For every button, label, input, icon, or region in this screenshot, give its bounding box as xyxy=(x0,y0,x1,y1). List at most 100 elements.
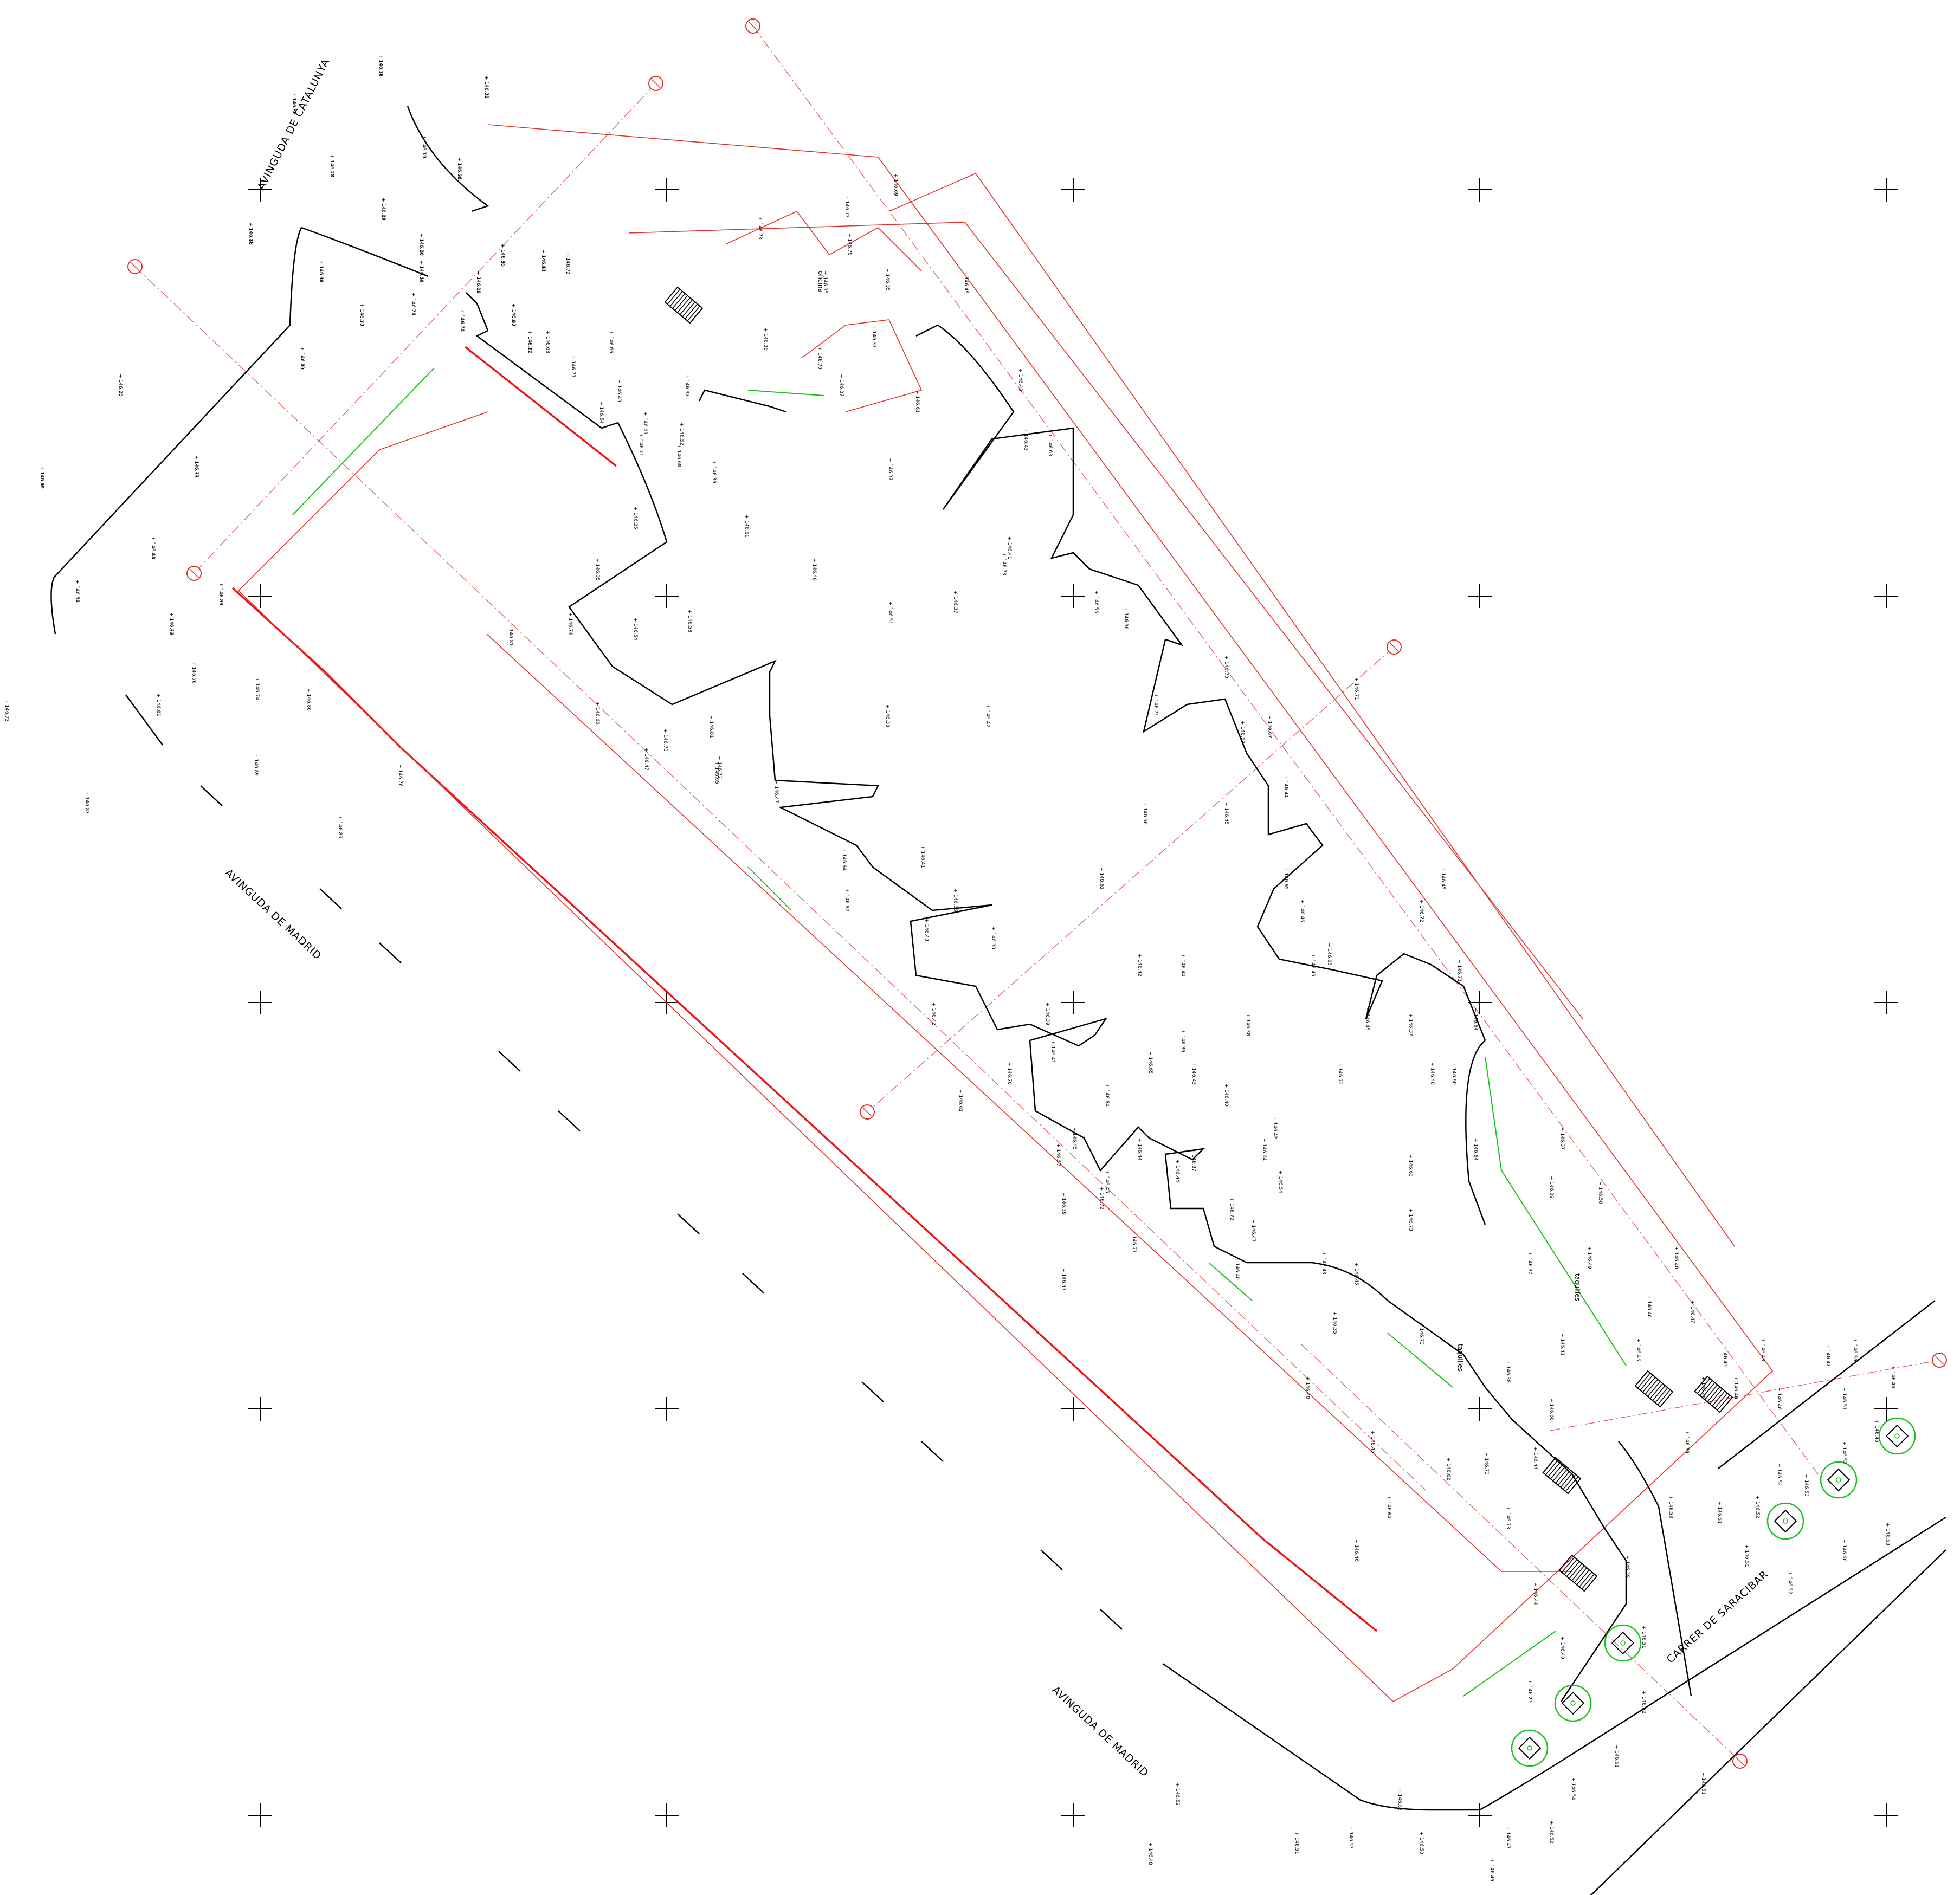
grid-cross-icon xyxy=(1061,1397,1085,1421)
spot-height-label: + 146.87 xyxy=(84,791,89,814)
spot-height-label: + 146.80 xyxy=(500,244,505,267)
spot-height-label: + 146.16 xyxy=(318,260,324,283)
spot-height-label: + 146.45 xyxy=(963,271,969,294)
tree-icon xyxy=(1820,1461,1858,1499)
spot-height-label: + 146.43 xyxy=(1191,1062,1196,1085)
spot-height-label: + 146.54 xyxy=(1570,1777,1576,1800)
spot-height-label: + 146.36 xyxy=(952,889,958,911)
stair-icon xyxy=(1634,1370,1674,1408)
spot-height-label: + 146.44 xyxy=(194,455,199,478)
spot-height-label: + 146.44 xyxy=(1532,1582,1538,1605)
lane-dash xyxy=(677,1213,700,1234)
spot-height-label: + 146.35 xyxy=(885,268,890,291)
spot-height-label: + 146.43 xyxy=(924,919,929,941)
spot-height-label: + 146.81 xyxy=(540,249,546,272)
spot-height-label: + 146.65 xyxy=(1283,867,1288,890)
spot-height-label: + 146.56 xyxy=(1142,802,1147,825)
spot-height-label: + 146.76 xyxy=(378,54,383,77)
axis-marker-icon xyxy=(745,18,760,34)
spot-height-label: + 146.81 xyxy=(456,157,462,180)
spot-height-label: + 146.71 xyxy=(527,331,532,353)
room-taquilles-1: taquilles xyxy=(1574,1273,1581,1301)
stair-icon xyxy=(1542,1457,1582,1495)
stair-icon xyxy=(1558,1554,1598,1592)
spot-height-label: + 146.45 xyxy=(1353,1263,1359,1285)
grid-cross-icon xyxy=(1061,1803,1085,1827)
spot-height-label: + 146.71 xyxy=(1131,1230,1137,1253)
building-outline xyxy=(237,124,1774,1702)
tree-icon xyxy=(1554,1684,1592,1722)
spot-height-label: + 146.46 xyxy=(1646,1295,1652,1318)
axis-marker-icon xyxy=(1732,1754,1748,1769)
grid-cross-icon xyxy=(1061,584,1085,608)
spot-height-label: + 146.17 xyxy=(540,249,546,272)
spot-height-label: + 146.88 xyxy=(291,92,296,115)
spot-height-label: + 146.52 xyxy=(1787,1571,1793,1594)
spot-height-label: + 146.46 xyxy=(1733,1376,1738,1399)
spot-height-label: + 146.73 xyxy=(1001,553,1007,575)
spot-height-label: + 146.46 xyxy=(1353,1539,1359,1562)
spot-height-label: + 146.66 xyxy=(608,331,614,353)
tree-icon xyxy=(1604,1624,1642,1662)
grid-cross-icon xyxy=(1468,584,1492,608)
spot-height-label: + 146.47 xyxy=(1250,1219,1256,1242)
spot-height-label: + 146.79 xyxy=(299,347,305,370)
spot-height-label: + 146.75 xyxy=(421,135,427,158)
spot-height-label: + 146.72 xyxy=(1099,1187,1104,1210)
spot-height-label: + 146.51 xyxy=(1641,1626,1646,1648)
grid-cross-icon xyxy=(1468,1803,1492,1827)
lane-dashes xyxy=(200,785,1123,1630)
spot-height-label: + 146.37 xyxy=(1408,1013,1413,1036)
spot-height-label: + 146.47 xyxy=(773,780,779,803)
spot-height-label: + 146.57 xyxy=(1055,1143,1061,1166)
spot-height-label: + 146.92 xyxy=(39,466,44,489)
spot-height-label: + 146.26 xyxy=(500,244,505,267)
spot-height-label: + 146.85 xyxy=(337,816,343,838)
spot-height-label: + 146.49 xyxy=(1722,1344,1727,1367)
spot-height-label: + 146.51 xyxy=(1614,1745,1619,1768)
spot-height-label: + 146.32 xyxy=(483,76,489,99)
spot-height-label: + 146.44 xyxy=(1175,1160,1180,1182)
tree-icon xyxy=(1766,1502,1804,1540)
spot-height-label: + 146.54 xyxy=(74,580,80,603)
spot-height-label: + 146.45 xyxy=(1364,1008,1370,1031)
spot-height-label: + 146.26 xyxy=(456,157,462,180)
grid-cross-icon xyxy=(1468,991,1492,1014)
spot-height-label: + 146.48 xyxy=(1673,1246,1679,1269)
room-oficina: oficina xyxy=(817,271,824,293)
spot-height-label: + 146.38 xyxy=(1505,1360,1511,1383)
spot-height-label: + 146.43 xyxy=(1321,1252,1326,1275)
spot-height-label: + 146.45 xyxy=(1223,802,1229,825)
spot-height-label: + 146.71 xyxy=(1456,959,1462,982)
spot-height-label: + 146.45 xyxy=(1440,867,1446,890)
spot-height-label: + 146.45 xyxy=(1874,1420,1879,1443)
spot-height-label: + 146.73 xyxy=(1419,1322,1424,1345)
spot-height-label: + 146.48 xyxy=(1760,1338,1765,1361)
spot-height-label: + 146.81 xyxy=(508,623,513,646)
spot-height-label: + 146.36 xyxy=(711,461,717,483)
spot-height-label: + 146.64 xyxy=(1261,1138,1267,1161)
spot-height-label: + 146.53 xyxy=(1348,1826,1353,1849)
spot-height-label: + 146.60 xyxy=(1451,1062,1456,1085)
spot-height-label: + 146.42 xyxy=(931,1003,936,1025)
spot-height-label: + 146.68 xyxy=(545,331,550,353)
grid-cross-icon xyxy=(1874,178,1898,202)
spot-height-label: + 146.61 xyxy=(642,412,648,435)
spot-height-label: + 146.42 xyxy=(985,704,990,727)
axis-marker-icon xyxy=(127,259,143,274)
spot-height-label: + 146.52 xyxy=(1175,1783,1180,1806)
spot-height-label: + 146.14 xyxy=(459,309,465,332)
spot-height-label: + 146.38 xyxy=(885,704,890,727)
spot-height-label: + 146.54 xyxy=(598,401,604,424)
spot-height-label: + 146.25 xyxy=(118,374,123,397)
spot-height-label: + 146.48 xyxy=(150,536,156,559)
lane-dash xyxy=(921,1441,944,1462)
spot-height-label: + 146.86 xyxy=(306,688,311,711)
spot-height-label: + 146.35 xyxy=(595,558,600,581)
stair-icon xyxy=(664,286,704,324)
spot-height-label: + 146.51 xyxy=(1717,1501,1722,1524)
grid-cross-icon xyxy=(248,584,272,608)
spot-height-label: + 146.51 xyxy=(1294,1832,1299,1854)
spot-height-label: + 146.37 xyxy=(1191,1149,1196,1172)
spot-height-label: + 146.71 xyxy=(1153,694,1158,716)
